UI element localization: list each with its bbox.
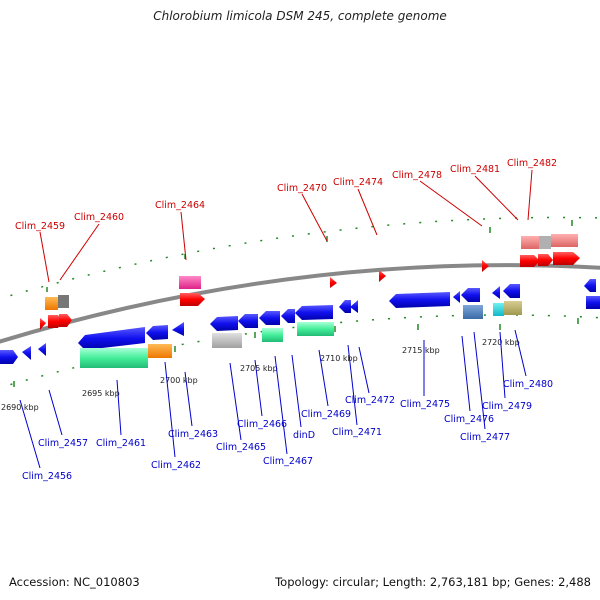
gene-feature bbox=[538, 254, 553, 266]
gene-feature bbox=[295, 305, 333, 320]
bottom-leader-lines bbox=[19, 329, 527, 469]
scale-tick-label: 2705 kbp bbox=[240, 364, 278, 373]
gene-label: Clim_2466 bbox=[237, 419, 287, 430]
gene-feature bbox=[38, 343, 46, 356]
scale-tick-label: 2690 kbp bbox=[1, 403, 39, 412]
gene-feature bbox=[339, 300, 351, 313]
reverse-strand-genes bbox=[0, 279, 600, 368]
gene-feature bbox=[330, 277, 337, 288]
gene-feature bbox=[463, 305, 483, 319]
gene-label: Clim_2470 bbox=[277, 183, 327, 194]
gene-feature bbox=[281, 309, 295, 323]
gene-label: Clim_2461 bbox=[96, 438, 146, 449]
gene-label: Clim_2471 bbox=[332, 427, 382, 438]
gene-feature bbox=[551, 234, 578, 247]
map-title: Chlorobium limicola DSM 245, complete ge… bbox=[153, 9, 447, 23]
gene-label: Clim_2460 bbox=[74, 212, 124, 223]
gene-label: dinD bbox=[293, 430, 315, 441]
gene-feature bbox=[212, 333, 242, 348]
gene-feature bbox=[493, 303, 504, 316]
gene-label: Clim_2459 bbox=[15, 221, 65, 232]
gene-label: Clim_2465 bbox=[216, 442, 266, 453]
gene-label: Clim_2482 bbox=[507, 158, 557, 169]
gene-feature bbox=[503, 284, 520, 298]
gene-feature bbox=[179, 276, 201, 289]
gene-label: Clim_2481 bbox=[450, 164, 500, 175]
gene-feature bbox=[238, 314, 258, 328]
gene-label: Clim_2456 bbox=[22, 471, 72, 482]
gene-label: Clim_2469 bbox=[301, 409, 351, 420]
gene-feature bbox=[59, 314, 72, 327]
gene-feature bbox=[22, 346, 31, 360]
forward-strand-genes bbox=[40, 234, 580, 330]
gene-feature bbox=[539, 236, 551, 249]
gene-feature bbox=[0, 350, 18, 364]
genome-backbone bbox=[0, 263, 600, 344]
gene-label: Clim_2464 bbox=[155, 200, 205, 211]
gene-feature bbox=[80, 348, 148, 368]
gene-label: Clim_2457 bbox=[38, 438, 88, 449]
gene-feature bbox=[297, 322, 334, 336]
gene-feature bbox=[492, 286, 500, 299]
gene-label: Clim_2480 bbox=[503, 379, 553, 390]
gene-feature bbox=[482, 260, 489, 272]
scale-tick-label: 2710 kbp bbox=[320, 354, 358, 363]
gene-feature bbox=[453, 291, 460, 303]
gene-feature bbox=[461, 288, 480, 302]
gene-label: Clim_2467 bbox=[263, 456, 313, 467]
gene-feature bbox=[58, 295, 69, 308]
genome-summary-text: Topology: circular; Length: 2,763,181 bp… bbox=[275, 575, 591, 589]
gene-feature bbox=[40, 318, 46, 330]
gene-label: Clim_2462 bbox=[151, 460, 201, 471]
gene-feature bbox=[45, 297, 58, 310]
gene-label: Clim_2476 bbox=[444, 414, 494, 425]
gene-label: Clim_2475 bbox=[400, 399, 450, 410]
gene-feature bbox=[521, 236, 539, 249]
gene-feature bbox=[78, 327, 145, 350]
lower-guide-major-ticks bbox=[13, 318, 579, 387]
scale-tick-label: 2715 kbp bbox=[402, 346, 440, 355]
gene-feature bbox=[48, 315, 62, 328]
gene-feature bbox=[210, 316, 238, 331]
gene-feature bbox=[262, 328, 283, 342]
gene-feature bbox=[148, 344, 172, 358]
gene-label: Clim_2474 bbox=[333, 177, 383, 188]
gene-feature bbox=[379, 270, 386, 282]
gene-label: Clim_2479 bbox=[482, 401, 532, 412]
gene-feature bbox=[172, 322, 184, 336]
gene-feature bbox=[553, 252, 580, 265]
gene-feature bbox=[520, 255, 540, 267]
gene-feature bbox=[389, 292, 450, 308]
gene-feature bbox=[146, 325, 168, 340]
top-leader-lines bbox=[39, 169, 533, 283]
accession-text: Accession: NC_010803 bbox=[9, 575, 140, 589]
gene-label: Clim_2463 bbox=[168, 429, 218, 440]
top-gene-labels: Clim_2459 Clim_2460 Clim_2464 Clim_2470 … bbox=[15, 158, 557, 232]
gene-label: Clim_2478 bbox=[392, 170, 442, 181]
upper-guide-major-ticks bbox=[46, 220, 573, 292]
gene-feature bbox=[350, 300, 358, 313]
bottom-gene-labels: Clim_2457 Clim_2456 Clim_2461 Clim_2462 … bbox=[22, 379, 553, 482]
scale-tick-label: 2695 kbp bbox=[82, 389, 120, 398]
scale-tick-label: 2700 kbp bbox=[160, 376, 198, 385]
gene-feature bbox=[584, 279, 596, 292]
gene-label: Clim_2477 bbox=[460, 432, 510, 443]
gene-feature bbox=[180, 293, 205, 306]
gene-feature bbox=[504, 301, 522, 315]
gene-label: Clim_2472 bbox=[345, 395, 395, 406]
gene-feature bbox=[586, 296, 600, 309]
gene-feature bbox=[259, 311, 280, 325]
